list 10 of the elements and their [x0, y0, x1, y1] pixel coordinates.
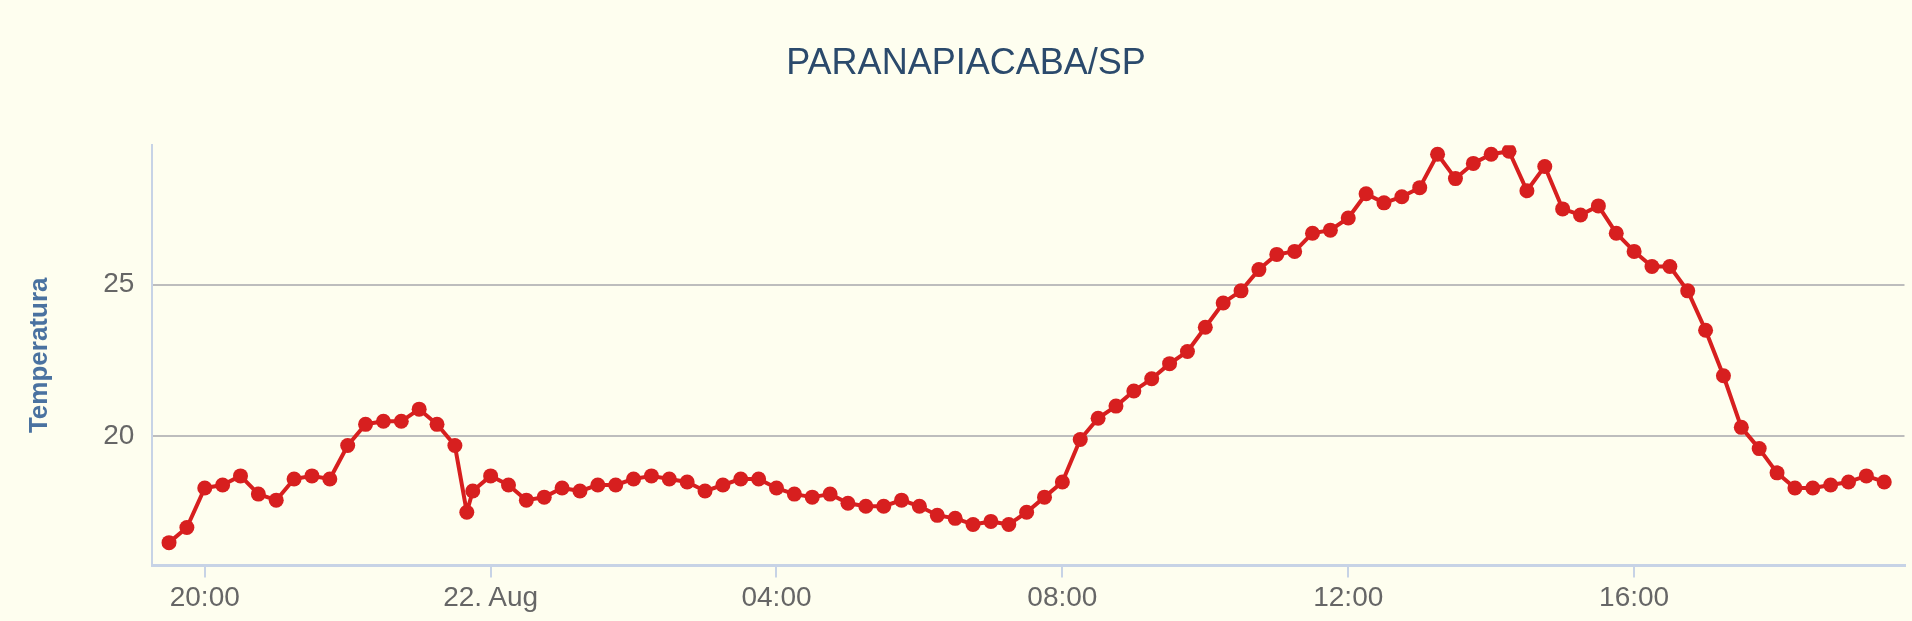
chart-title: PARANAPIACABA/SP: [786, 40, 1146, 82]
x-tick-label: 04:00: [741, 580, 812, 612]
x-tick-label: 12:00: [1313, 580, 1384, 612]
x-tick-label: 22. Aug: [443, 580, 539, 612]
y-axis-title: Temperatura: [22, 276, 53, 434]
y-tick-label: 25: [103, 267, 135, 299]
x-tick-label: 20:00: [169, 580, 240, 612]
x-tick-label: 16:00: [1599, 580, 1670, 612]
x-tick-label: 08:00: [1027, 580, 1098, 612]
y-tick-label: 20: [103, 419, 135, 451]
